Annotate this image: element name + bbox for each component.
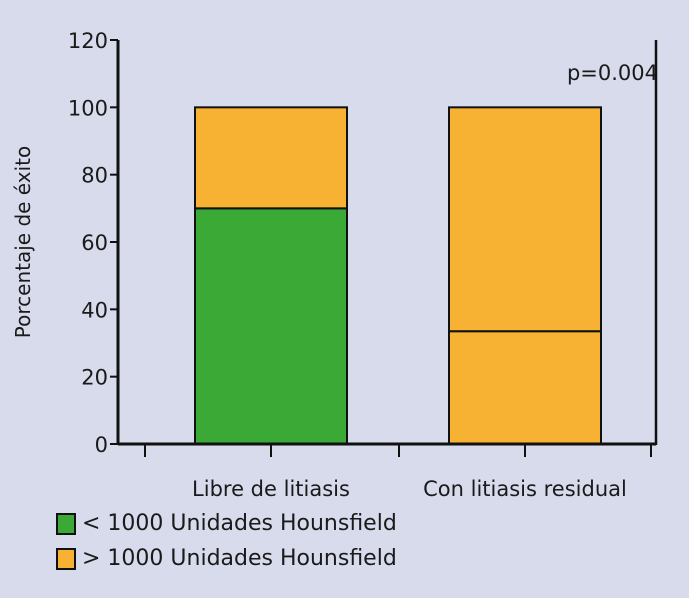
bar-segment <box>448 106 602 333</box>
x-tick-label: Libre de litiasis <box>192 477 350 501</box>
legend-item-lt1000: < 1000 Unidades Hounsfield <box>56 511 397 536</box>
y-tick-label: 20 <box>81 366 108 390</box>
legend-label: > 1000 Unidades Hounsfield <box>82 546 397 571</box>
y-tick-label: 60 <box>81 231 108 255</box>
bar-segment <box>194 207 348 445</box>
bar-segment <box>448 330 602 446</box>
y-tick-label: 0 <box>95 433 108 457</box>
x-tick-label: Con litiasis residual <box>423 477 627 501</box>
p-value-annotation: p=0.004 <box>567 61 658 85</box>
legend-item-gt1000: > 1000 Unidades Hounsfield <box>56 546 397 571</box>
y-axis-label: Porcentaje de éxito <box>11 146 35 338</box>
legend-swatch-orange <box>56 547 76 570</box>
bar-segment <box>194 106 348 210</box>
y-tick-label: 100 <box>68 96 108 120</box>
y-tick-label: 120 <box>68 29 108 53</box>
legend-label: < 1000 Unidades Hounsfield <box>82 511 397 536</box>
legend-swatch-green <box>56 512 76 535</box>
y-tick-label: 40 <box>81 298 108 322</box>
y-tick-label: 80 <box>81 164 108 188</box>
